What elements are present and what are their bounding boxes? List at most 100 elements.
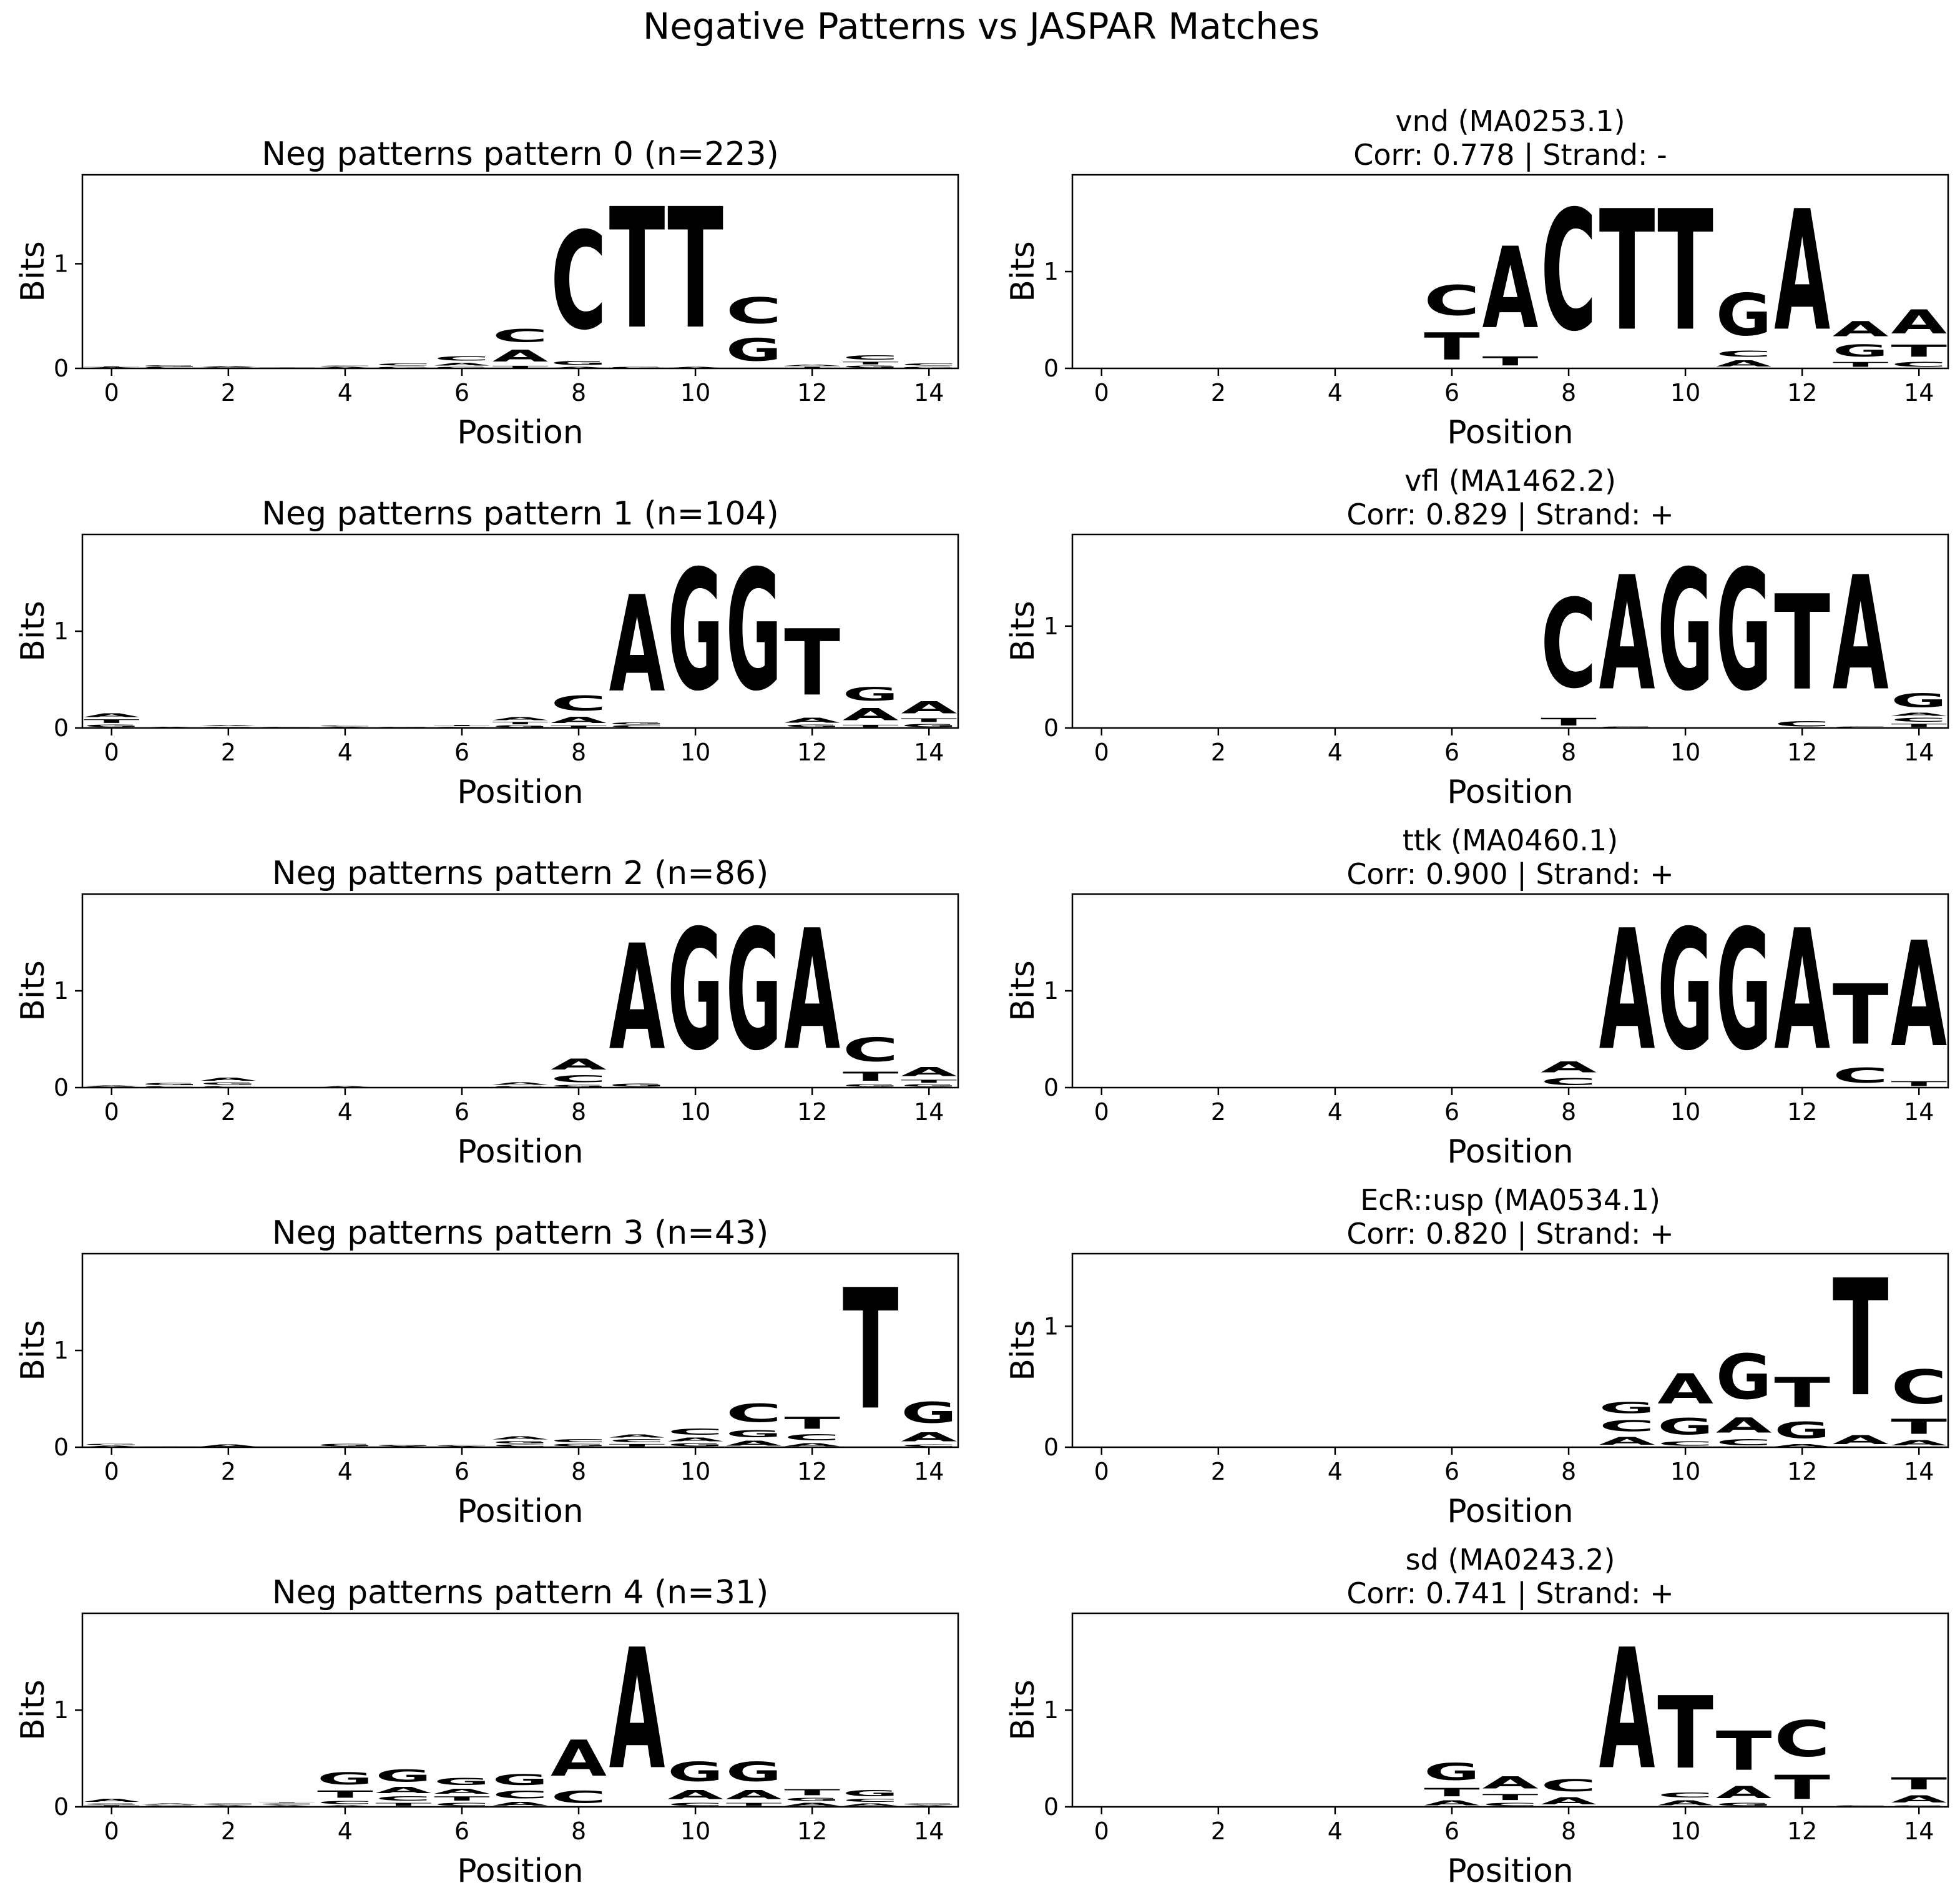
y-axis-label: Bits xyxy=(1004,1679,1042,1741)
x-tick-label: 0 xyxy=(104,1817,119,1845)
logo-letter-g: G xyxy=(1891,689,1947,712)
logo-letter-g: G xyxy=(784,1797,840,1802)
logo-letter-t: T xyxy=(84,1805,140,1807)
x-tick-label: 4 xyxy=(338,379,353,406)
logo-letter-c: C xyxy=(1833,1064,1889,1088)
logo-letter-c: C xyxy=(142,1086,198,1088)
x-tick-label: 12 xyxy=(1787,1098,1817,1126)
logo-letter-c: C xyxy=(1541,574,1597,715)
match-title: EcR::usp (MA0534.1) xyxy=(1360,1183,1660,1217)
logo-letter-g: G xyxy=(1716,282,1772,349)
match-subtitle: Corr: 0.900 | Strand: + xyxy=(1346,857,1673,892)
x-tick-label: 8 xyxy=(571,379,586,406)
axes-frame xyxy=(1071,533,1949,729)
x-tick-label: 4 xyxy=(338,739,353,766)
logo-letter-t: T xyxy=(609,1443,665,1447)
logo-letter-a: A xyxy=(200,1805,257,1807)
logo-letter-g: G xyxy=(84,1443,140,1445)
logo-letter-g: G xyxy=(317,1769,373,1789)
pattern-title: Neg patterns pattern 0 (n=223) xyxy=(262,135,779,173)
match-subtitle: Corr: 0.820 | Strand: + xyxy=(1346,1217,1673,1251)
x-tick-label: 2 xyxy=(1211,1817,1226,1845)
logo-letter-g: G xyxy=(609,366,665,368)
x-tick-label: 10 xyxy=(1670,1098,1700,1126)
logo-letter-g: G xyxy=(726,1756,782,1787)
logo-letter-a: A xyxy=(726,1787,782,1802)
y-tick-label: 0 xyxy=(1044,1074,1059,1101)
x-tick-label: 4 xyxy=(1328,1458,1343,1485)
x-tick-label: 14 xyxy=(914,1458,944,1485)
logo-letter-t: T xyxy=(843,1255,899,1447)
x-tick-label: 10 xyxy=(1670,739,1700,766)
logo-letter-a: A xyxy=(551,715,607,725)
x-tick-label: 2 xyxy=(1211,739,1226,766)
x-tick-label: 2 xyxy=(221,1098,236,1126)
x-tick-label: 12 xyxy=(797,379,827,406)
y-tick-label: 0 xyxy=(54,1433,69,1461)
y-tick-label: 0 xyxy=(1044,1433,1059,1461)
logo-letter-g: G xyxy=(843,1789,899,1798)
logo-letter-a: A xyxy=(1657,1799,1713,1807)
logo-letter-a: A xyxy=(784,717,840,724)
x-tick-label: 0 xyxy=(1094,1098,1109,1126)
logo-letter-g: G xyxy=(1657,1414,1713,1440)
x-tick-label: 8 xyxy=(571,1098,586,1126)
logo-letter-g: G xyxy=(726,535,782,728)
y-axis-label: Bits xyxy=(1004,241,1042,302)
logo-letter-c: C xyxy=(551,692,607,715)
logo-letter-t: T xyxy=(258,1802,315,1803)
logo-letter-a: A xyxy=(492,347,549,365)
x-tick-label: 2 xyxy=(221,739,236,766)
logo-letter-c: C xyxy=(492,1444,549,1447)
logo-letter-c: C xyxy=(551,1787,607,1807)
logo-letter-a: A xyxy=(551,1056,607,1073)
x-axis-label: Position xyxy=(457,414,583,451)
logo-letter-g: G xyxy=(1774,1417,1830,1443)
logo-letter-g: G xyxy=(1891,1805,1947,1807)
logo-letter-a: A xyxy=(1891,1439,1947,1447)
logo-letter-t: T xyxy=(784,366,840,368)
logo-letter-c: C xyxy=(1657,1791,1713,1799)
logo-letter-a: A xyxy=(1774,176,1830,368)
x-tick-label: 0 xyxy=(104,379,119,406)
logo-letter-t: T xyxy=(901,1079,957,1084)
logo-letter-a: A xyxy=(1657,1365,1713,1414)
logo-letter-c: C xyxy=(1891,361,1947,368)
logo-letter-a: A xyxy=(200,1077,257,1082)
logo-letter-t: T xyxy=(434,1795,490,1802)
x-tick-label: 2 xyxy=(221,1817,236,1845)
logo-letter-t: T xyxy=(1716,1721,1772,1783)
logo-letter-g: G xyxy=(726,895,782,1088)
logo-letter-a: A xyxy=(84,712,140,718)
logo-letter-g: G xyxy=(1599,1399,1655,1417)
y-axis-label: Bits xyxy=(1004,960,1042,1021)
logo-letter-c: C xyxy=(551,1073,607,1085)
logo-letter-c: C xyxy=(376,363,432,366)
x-tick-label: 6 xyxy=(1444,1458,1459,1485)
logo-letter-c: C xyxy=(1891,717,1947,723)
x-tick-label: 0 xyxy=(104,739,119,766)
y-tick-label: 0 xyxy=(1044,1793,1059,1821)
x-tick-label: 4 xyxy=(338,1098,353,1126)
x-tick-label: 6 xyxy=(1444,739,1459,766)
logo-letter-t: T xyxy=(84,718,140,724)
x-tick-label: 14 xyxy=(914,1098,944,1126)
match-subtitle: Corr: 0.741 | Strand: + xyxy=(1346,1576,1673,1611)
logo-letter-a: A xyxy=(376,1786,432,1795)
x-tick-label: 0 xyxy=(104,1458,119,1485)
y-axis-label: Bits xyxy=(1004,601,1042,662)
logo-letter-c: C xyxy=(726,290,782,332)
logo-letter-c: C xyxy=(1541,1776,1597,1795)
x-tick-label: 10 xyxy=(680,379,710,406)
logo-letter-a: A xyxy=(843,1803,899,1807)
logo-letter-c: C xyxy=(843,1031,899,1069)
logo-letter-c: C xyxy=(901,1444,957,1447)
logo-letter-g: G xyxy=(726,332,782,368)
x-tick-label: 12 xyxy=(797,739,827,766)
x-tick-label: 14 xyxy=(1904,379,1934,406)
